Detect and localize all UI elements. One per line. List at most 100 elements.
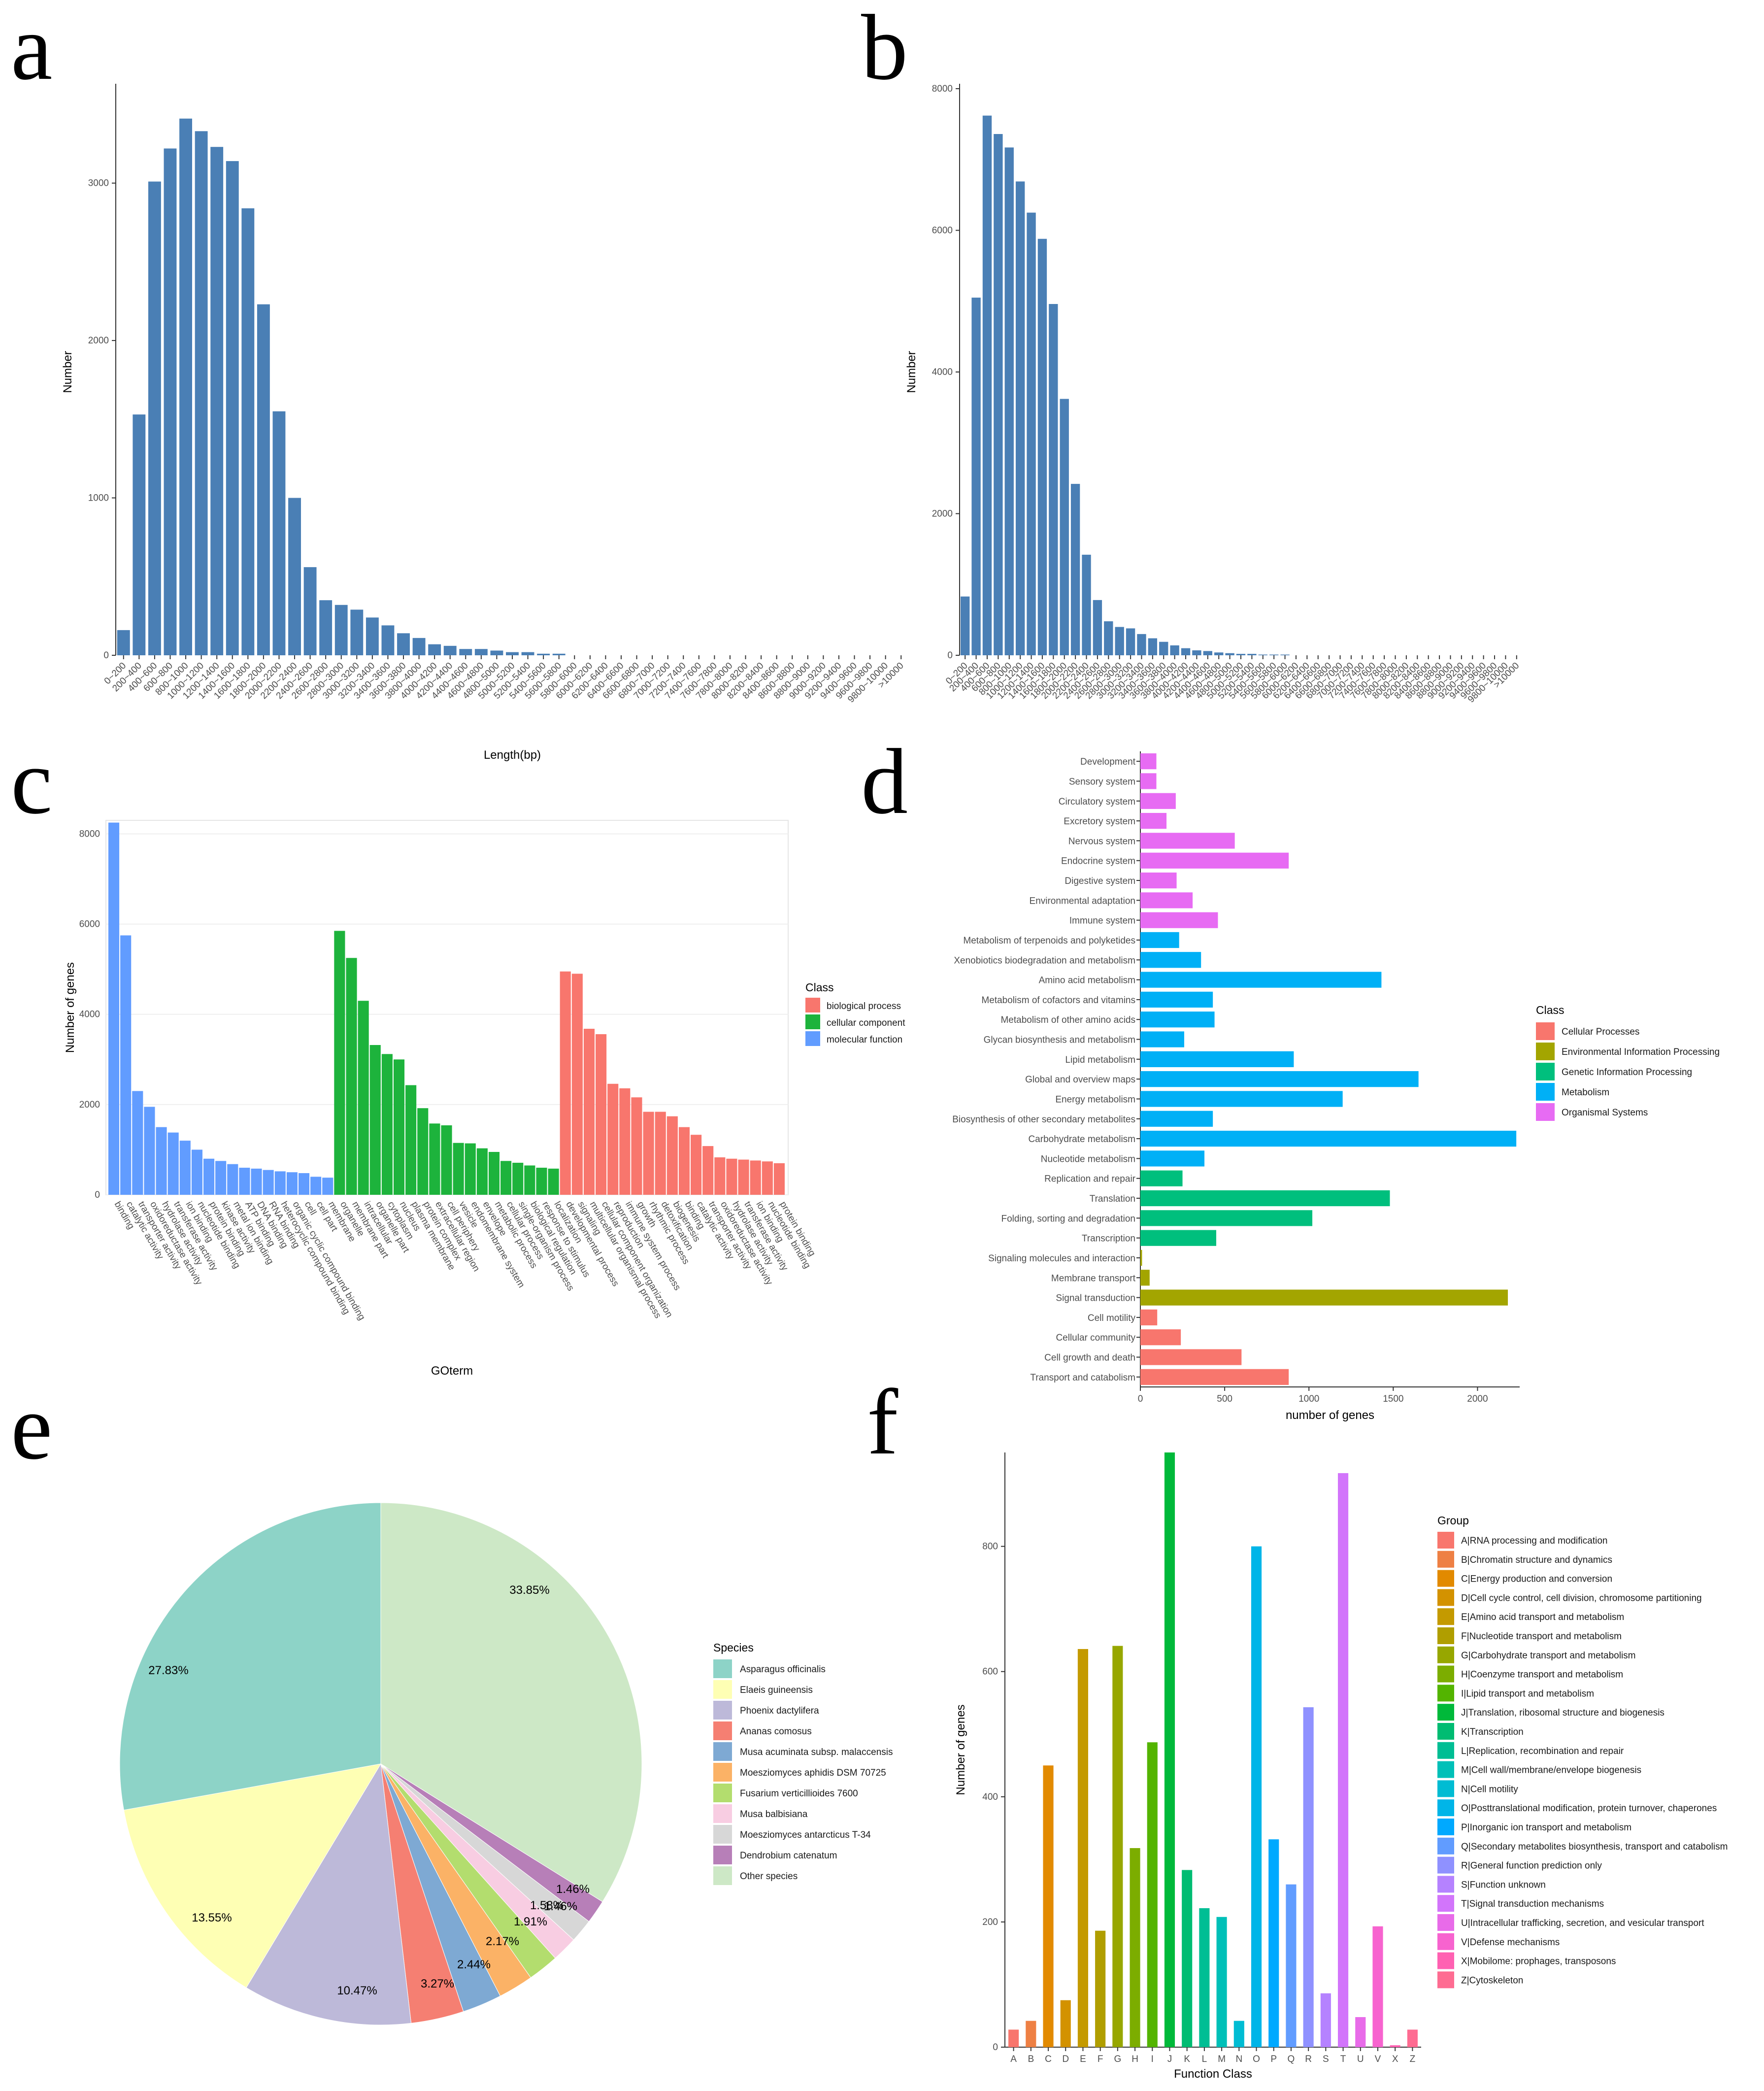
go-bar: [239, 1168, 250, 1195]
kegg-bar: [1140, 852, 1289, 869]
bar-200~400: [971, 298, 981, 655]
go-bar: [655, 1112, 666, 1195]
kegg-bar: [1140, 1012, 1215, 1028]
y-tick-label: Nucleotide metabolism: [1041, 1154, 1135, 1164]
panel-letter-a: a: [11, 0, 52, 100]
x-axis-title: GOterm: [431, 1364, 473, 1378]
x-tick-label: T: [1340, 2054, 1346, 2064]
pie-slice-label: 2.44%: [457, 1958, 491, 1971]
bar-2400~2600: [1093, 600, 1102, 655]
cog-bar-L: [1199, 1908, 1210, 2047]
legend-label: Z|Cytoskeleton: [1461, 1975, 1523, 1986]
go-bar: [393, 1059, 405, 1195]
kegg-bar: [1140, 912, 1218, 928]
bar-5000~5200: [1236, 654, 1246, 655]
panel-letter-e: e: [11, 1376, 52, 1479]
legend-key: [1437, 1780, 1454, 1797]
x-tick-label: F: [1098, 2054, 1103, 2064]
kegg-bar: [1140, 1369, 1289, 1385]
cog-bar-E: [1077, 1649, 1088, 2047]
legend-label: S|Function unknown: [1461, 1880, 1546, 1890]
y-tick-label: Energy metabolism: [1055, 1094, 1135, 1105]
legend-key: [1437, 1799, 1454, 1817]
y-tick-label: Metabolism of cofactors and vitamins: [981, 995, 1135, 1006]
legend-key: [1437, 1665, 1454, 1683]
bar-2200~2400: [288, 498, 301, 655]
kegg-bar: [1140, 793, 1176, 809]
go-bar: [465, 1143, 476, 1195]
go-bar: [691, 1135, 702, 1195]
go-bar: [631, 1097, 642, 1195]
bar-1600~1800: [1049, 304, 1058, 655]
y-tick-label: 200: [982, 1917, 998, 1927]
legend-label: biological process: [827, 1001, 901, 1012]
legend-label: Dendrobium catenatum: [740, 1851, 837, 1861]
x-tick-label: H: [1132, 2054, 1138, 2064]
y-tick-label: Signaling molecules and interaction: [988, 1253, 1135, 1264]
y-tick-label: Metabolism of terpenoids and polyketides: [963, 936, 1135, 946]
kegg-bar: [1140, 753, 1157, 770]
cog-bar-Q: [1286, 1884, 1297, 2047]
kegg-bar: [1140, 833, 1235, 849]
go-bar: [263, 1170, 274, 1195]
y-tick-label: Digestive system: [1065, 876, 1135, 886]
bar-0~200: [961, 596, 970, 655]
bar-1400~1600: [226, 161, 239, 655]
kegg-bar: [1140, 1270, 1150, 1286]
x-tick-label: C: [1045, 2054, 1052, 2064]
go-bar: [488, 1152, 500, 1195]
legend-label: I|Lipid transport and metabolism: [1461, 1688, 1594, 1699]
bar-2600~2800: [1104, 621, 1113, 655]
go-bar: [583, 1029, 595, 1195]
legend-label: Asparagus officinalis: [740, 1664, 826, 1675]
go-bar: [144, 1107, 155, 1195]
pie-slice-label: 33.85%: [509, 1584, 549, 1597]
bar-1800~2000: [257, 304, 270, 655]
go-bar: [227, 1164, 238, 1195]
go-bar: [358, 1001, 369, 1195]
pie-slice-label: 1.58%: [530, 1899, 564, 1912]
bar-1800~2000: [1060, 399, 1069, 655]
go-bar: [429, 1123, 440, 1195]
legend-label: R|General function prediction only: [1461, 1861, 1602, 1871]
legend-label: J|Translation, ribosomal structure and b…: [1461, 1708, 1664, 1718]
go-bar: [108, 822, 120, 1195]
y-axis-title: Number: [61, 351, 74, 393]
go-bar: [726, 1158, 737, 1195]
legend-key: [713, 1659, 732, 1678]
bar-600~800: [164, 148, 177, 655]
go-bar: [405, 1085, 417, 1195]
x-tick-label: U: [1357, 2054, 1364, 2064]
kegg-bar: [1140, 872, 1177, 889]
go-bar: [607, 1083, 619, 1195]
bar-5600~5800: [552, 653, 566, 655]
go-bar: [596, 1034, 607, 1195]
legend-key: [1437, 1532, 1454, 1549]
bar-1200~1400: [1027, 212, 1036, 655]
go-bar: [750, 1160, 761, 1195]
pie-slice-label: 13.55%: [192, 1911, 232, 1924]
bar-2800~3000: [334, 605, 348, 655]
y-axis-title: Number of genes: [64, 962, 77, 1053]
bar-4000~4200: [1181, 648, 1191, 655]
bar-3600~3800: [1159, 641, 1168, 655]
legend-key: [1437, 1856, 1454, 1874]
bar-3800~4000: [412, 638, 426, 655]
bar-3800~4000: [1170, 645, 1179, 655]
kegg-bar: [1140, 952, 1201, 968]
y-tick-label: Nervous system: [1068, 836, 1135, 846]
legend-key: [1536, 1022, 1555, 1040]
bar-3400~3600: [1148, 638, 1158, 655]
bar-4600~4800: [1214, 652, 1224, 655]
cog-bar-O: [1251, 1546, 1262, 2047]
pie-slice-label: 1.46%: [544, 1900, 577, 1913]
go-bar: [512, 1162, 524, 1195]
legend-label: Musa balbisiana: [740, 1809, 808, 1820]
go-bar: [714, 1157, 726, 1195]
go-bar: [643, 1112, 654, 1195]
x-tick-label: L: [1202, 2054, 1207, 2064]
kegg-bar: [1140, 1289, 1508, 1306]
y-tick-label: 1000: [88, 493, 109, 504]
y-tick-label: Cellular community: [1056, 1333, 1135, 1343]
y-tick-label: 6000: [932, 226, 953, 236]
